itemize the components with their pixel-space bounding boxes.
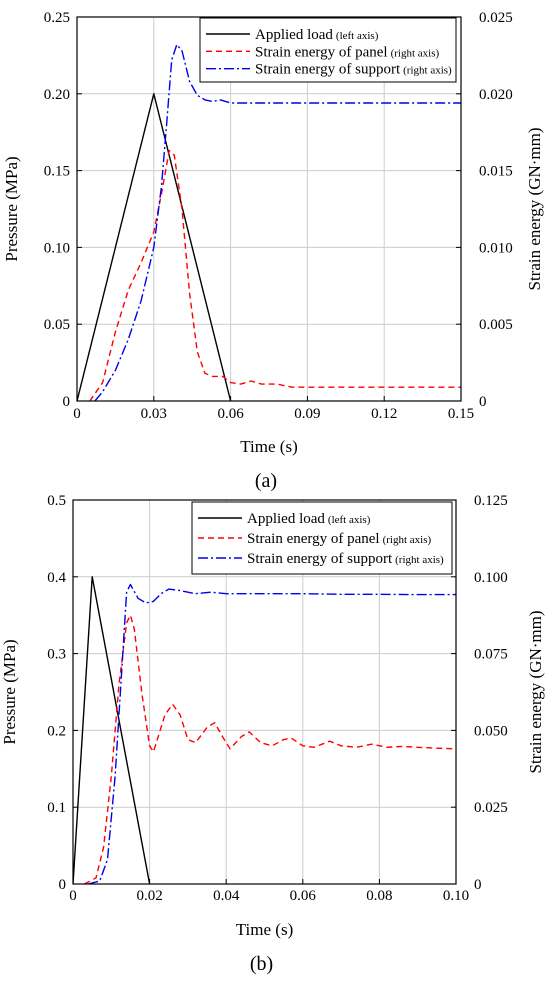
- legend-name: Strain energy of panel: [255, 44, 388, 60]
- legend-name: Applied load: [255, 27, 333, 43]
- chart-panel-0: 0 0.03 0.06 0.09 0.12 0.15 0 0.05 0.10 0.15 0.20 0.…: [2, 10, 544, 492]
- y-right-tick-label: 0: [479, 394, 487, 410]
- x-tick-label: 0.08: [366, 888, 392, 904]
- y-left-tick-label: 0.5: [47, 493, 66, 509]
- y-left-axis-label: Pressure (MPa): [0, 639, 19, 744]
- legend-name: Strain energy of support: [255, 62, 401, 78]
- y-left-tick-label: 0.15: [44, 164, 70, 180]
- y-right-axis-label: Strain energy (GN·mm): [525, 127, 544, 290]
- y-left-tick-label: 0.4: [47, 570, 66, 586]
- series-line-2: [88, 583, 456, 884]
- x-tick-label: 0.10: [443, 888, 469, 904]
- y-left-axis-label: Pressure (MPa): [2, 156, 21, 261]
- y-right-tick-label: 0.025: [479, 10, 513, 26]
- y-right-tick-label: 0.020: [479, 87, 513, 103]
- y-right-tick-label: 0.015: [479, 164, 513, 180]
- legend-name: Applied load: [247, 511, 325, 527]
- legend-box: [199, 17, 457, 83]
- x-tick-label: 0.02: [136, 888, 162, 904]
- y-right-tick-label: 0.125: [474, 493, 508, 509]
- legend-box: [191, 501, 453, 575]
- legend-axis-note: (right axis): [383, 534, 432, 546]
- y-left-tick-label: 0.05: [44, 317, 70, 333]
- y-left-tick-label: 0.10: [44, 240, 70, 256]
- x-tick-label: 0.09: [294, 406, 320, 422]
- y-right-tick-label: 0.010: [479, 240, 513, 256]
- legend-axis-note: (left axis): [336, 30, 379, 42]
- y-left-tick-label: 0.25: [44, 10, 70, 26]
- y-right-tick-label: 0.100: [474, 570, 508, 586]
- y-left-tick-label: 0.1: [47, 800, 66, 816]
- series-line-1: [89, 149, 461, 401]
- series-line-0: [77, 93, 232, 401]
- legend: Applied load (left axis) Strain energy of …: [191, 501, 453, 575]
- x-tick-label: 0.04: [213, 888, 240, 904]
- x-tick-label: 0.15: [448, 406, 474, 422]
- y-right-tick-label: 0.025: [474, 800, 508, 816]
- legend-axis-note: (right axis): [395, 554, 444, 566]
- x-tick-label: 0.12: [371, 406, 397, 422]
- panel-label: (b): [250, 953, 273, 975]
- legend-entry-0: Applied load (left axis): [247, 511, 371, 527]
- legend-entry-1: Strain energy of panel (right axis): [247, 531, 432, 547]
- chart-panel-1: 0 0.02 0.04 0.06 0.08 0.1000.10.20.30.40.500.…: [0, 493, 545, 975]
- series-line-0: [73, 576, 151, 884]
- panel-label: (a): [255, 470, 277, 492]
- legend: Applied load (left axis)Strain energy of …: [199, 17, 457, 83]
- x-tick-label: 0.06: [290, 888, 317, 904]
- legend-entry-1: Strain energy of panel (right axis): [255, 44, 440, 60]
- legend-entry-2: Strain energy of support (right axis): [247, 551, 444, 567]
- x-axis-label: Time (s): [240, 437, 297, 456]
- x-tick-label: 0.03: [141, 406, 167, 422]
- y-left-tick-label: 0.20: [44, 87, 70, 103]
- legend-axis-note: (right axis): [391, 47, 440, 59]
- y-right-tick-label: 0.075: [474, 647, 508, 663]
- series-line-2: [94, 43, 461, 401]
- y-left-tick-label: 0.2: [47, 723, 66, 739]
- legend-entry-2: Strain energy of support (right axis): [255, 62, 452, 78]
- y-left-tick-label: 0: [63, 394, 71, 410]
- y-right-axis-label: Strain energy (GN·mm): [526, 610, 545, 773]
- x-tick-label: 0.06: [217, 406, 244, 422]
- y-right-tick-label: 0: [474, 877, 482, 893]
- legend-axis-note: (right axis): [403, 65, 452, 77]
- y-right-tick-label: 0.050: [474, 723, 508, 739]
- y-left-tick-label: 0: [59, 877, 67, 893]
- y-right-tick-label: 0.005: [479, 317, 513, 333]
- x-tick-label: 0: [73, 406, 81, 422]
- legend-axis-note: (left axis): [328, 514, 371, 526]
- x-tick-label: 0: [69, 888, 77, 904]
- legend-name: Strain energy of support: [247, 551, 393, 567]
- y-left-tick-label: 0.3: [47, 647, 66, 663]
- plot-frame: [72, 499, 457, 885]
- legend-name: Strain energy of panel: [247, 531, 380, 547]
- plot-frame: [76, 16, 462, 402]
- legend-entry-0: Applied load (left axis): [255, 27, 379, 43]
- x-axis-label: Time (s): [236, 920, 293, 939]
- series-line-1: [84, 614, 456, 884]
